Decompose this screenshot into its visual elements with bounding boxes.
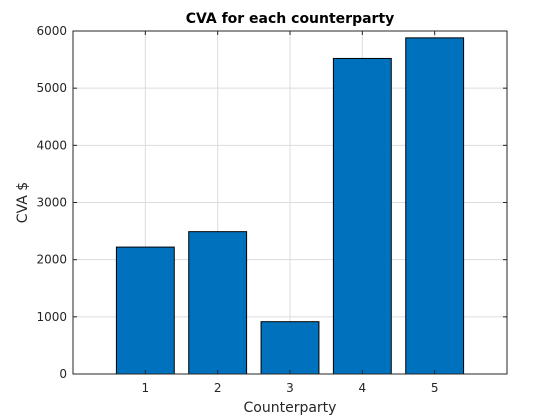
x-tick-label: 2 [214, 381, 222, 395]
y-tick-label: 1000 [36, 310, 67, 324]
chart-title: CVA for each counterparty [186, 11, 395, 27]
bar-counterparty-1 [115, 246, 175, 375]
y-tick-label: 3000 [36, 196, 67, 210]
y-axis-label: CVA $ [15, 182, 31, 223]
x-axis-label: Counterparty [244, 400, 337, 416]
bar-counterparty-2 [188, 231, 248, 375]
bar-counterparty-4 [332, 57, 392, 375]
bar-counterparty-5 [405, 37, 465, 375]
y-tick-labels: 0 1000 2000 3000 4000 5000 6000 [36, 24, 67, 381]
x-tick-label: 3 [286, 381, 294, 395]
y-tick-label: 4000 [36, 138, 67, 152]
y-tick-label: 2000 [36, 253, 67, 267]
tick-marks [73, 30, 507, 375]
x-tick-label: 1 [142, 381, 150, 395]
y-tick-label: 0 [59, 367, 67, 381]
y-tick-label: 6000 [36, 24, 67, 38]
x-tick-labels: 1 2 3 4 5 [142, 381, 439, 395]
x-tick-label: 4 [359, 381, 367, 395]
y-tick-label: 5000 [36, 81, 67, 95]
bar-counterparty-3 [260, 321, 320, 375]
bars [115, 37, 465, 375]
x-tick-label: 5 [431, 381, 439, 395]
